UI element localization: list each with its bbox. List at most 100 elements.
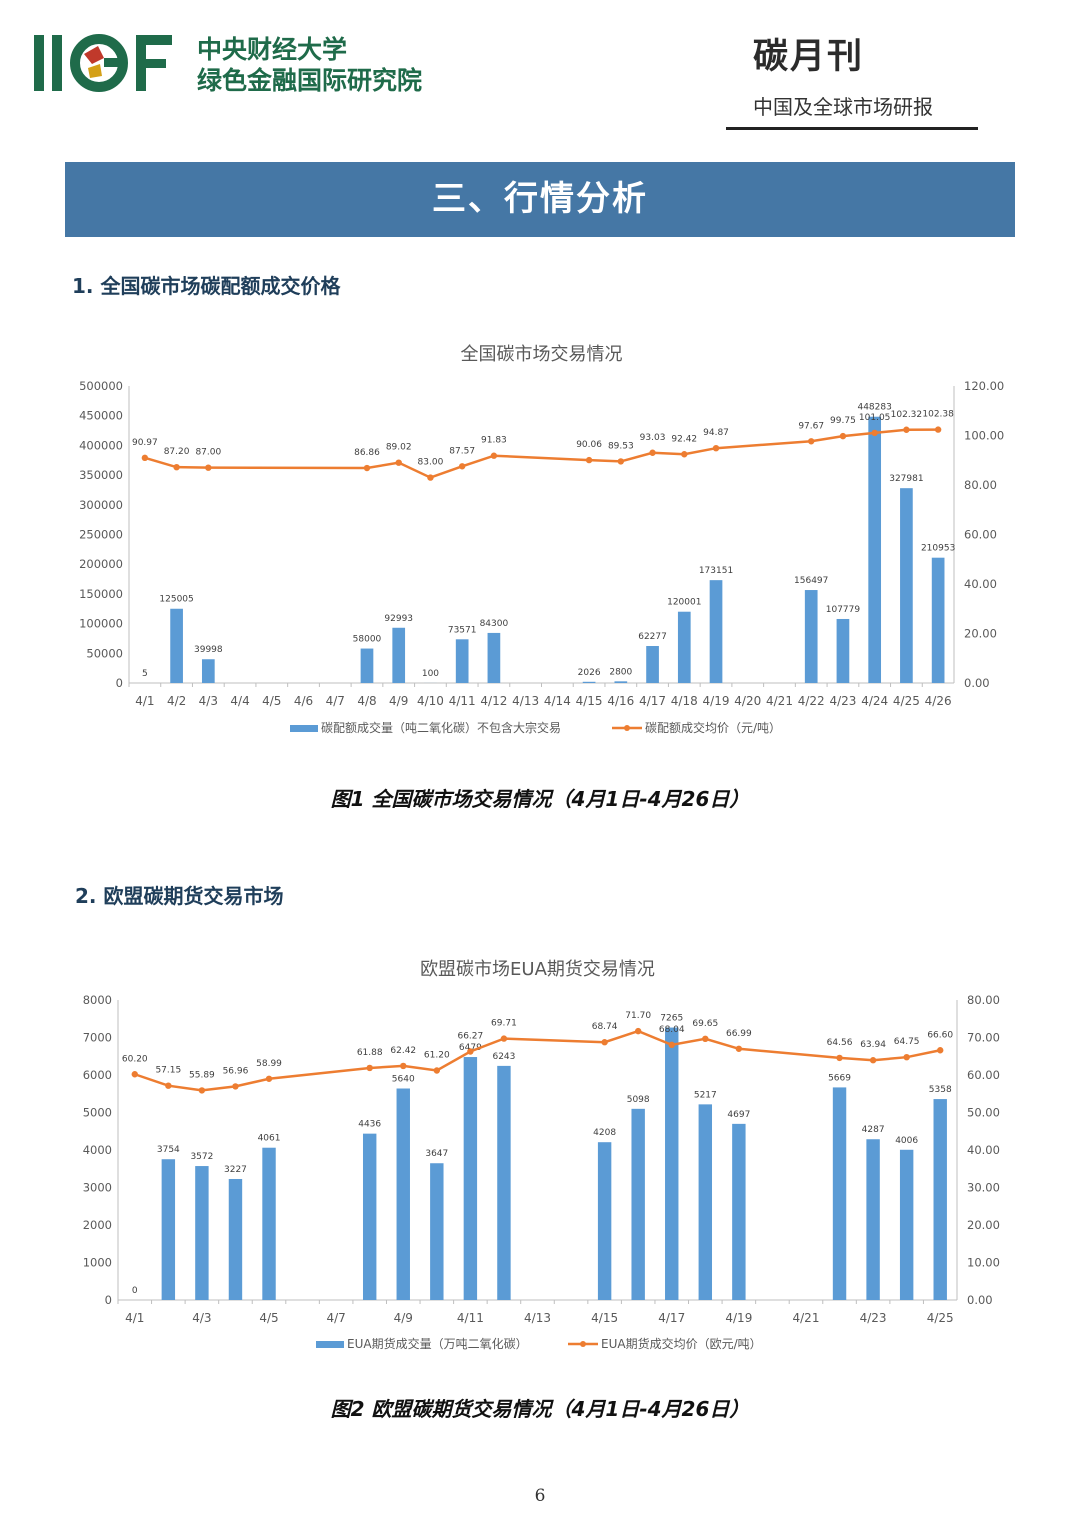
price-point bbox=[735, 1045, 743, 1052]
price-data-label: 102.38 bbox=[922, 410, 954, 420]
figure2-caption: 图2 欧盟碳期货交易情况（4月1日-4月26日） bbox=[330, 1397, 750, 1421]
volume-data-label: 156497 bbox=[794, 576, 828, 586]
section1-heading: 1. 全国碳市场碳配额成交价格 bbox=[72, 274, 341, 298]
price-point bbox=[712, 444, 720, 452]
x-tick-label: 4/11 bbox=[449, 694, 476, 708]
price-point bbox=[839, 432, 847, 440]
iigf-logo-mark bbox=[34, 34, 172, 92]
x-tick-label: 4/23 bbox=[860, 1311, 887, 1325]
y-tick-label: 2000 bbox=[83, 1218, 112, 1232]
volume-bar bbox=[677, 611, 691, 683]
x-tick-label: 4/15 bbox=[591, 1311, 618, 1325]
price-point bbox=[427, 474, 434, 481]
price-data-label: 90.06 bbox=[576, 440, 602, 450]
price-data-label: 102.32 bbox=[891, 410, 923, 420]
price-point bbox=[601, 1039, 608, 1046]
volume-data-label: 5640 bbox=[392, 1075, 415, 1085]
volume-bar bbox=[868, 416, 882, 683]
x-tick-label: 4/3 bbox=[199, 694, 218, 708]
volume-data-label: 107779 bbox=[826, 605, 861, 615]
price-data-label: 71.70 bbox=[625, 1011, 651, 1021]
legend-line-marker bbox=[580, 1341, 586, 1347]
x-tick-label: 4/25 bbox=[893, 694, 920, 708]
eu-eua-futures-chart: 欧盟碳市场EUA期货交易情况 0 1000 2000 3000 4000 5000 6000 7… bbox=[83, 959, 1000, 1351]
volume-data-label: 2026 bbox=[578, 668, 601, 678]
y2-tick-label: 70.00 bbox=[967, 1031, 1000, 1045]
volume-bar bbox=[360, 648, 374, 683]
price-data-label: 60.20 bbox=[122, 1054, 148, 1064]
price-point bbox=[836, 1054, 843, 1062]
volume-bar bbox=[597, 1142, 612, 1300]
x-tick-label: 4/16 bbox=[607, 694, 634, 708]
price-point bbox=[702, 1035, 709, 1043]
volume-data-label: 448283 bbox=[857, 403, 891, 413]
price-data-label: 58.99 bbox=[256, 1059, 282, 1069]
price-data-label: 61.20 bbox=[424, 1051, 450, 1061]
price-point bbox=[808, 438, 815, 445]
price-point bbox=[131, 1071, 138, 1078]
volume-bar bbox=[262, 1147, 276, 1300]
price-data-label: 99.75 bbox=[830, 416, 856, 426]
price-data-label: 64.75 bbox=[894, 1037, 920, 1047]
y-tick-label: 400000 bbox=[79, 438, 123, 452]
price-data-label: 87.00 bbox=[195, 448, 221, 458]
price-data-label: 62.42 bbox=[390, 1046, 416, 1056]
x-tick-label: 4/19 bbox=[725, 1311, 752, 1325]
y2-tick-label: 0.00 bbox=[967, 1293, 993, 1307]
volume-data-label: 4061 bbox=[258, 1134, 281, 1144]
y-tick-label: 1000 bbox=[83, 1256, 112, 1270]
y-tick-label: 50000 bbox=[86, 646, 123, 660]
volume-bar bbox=[732, 1123, 746, 1300]
volume-bar bbox=[161, 1159, 176, 1300]
volume-data-label: 6243 bbox=[492, 1052, 515, 1062]
volume-bar bbox=[430, 1163, 444, 1300]
chart-title: 欧盟碳市场EUA期货交易情况 bbox=[420, 959, 655, 980]
price-point bbox=[934, 426, 942, 433]
legend-bar-label: 碳配额成交量（吨二氧化碳）不包含大宗交易 bbox=[321, 720, 561, 735]
price-point bbox=[681, 451, 688, 458]
volume-data-label: 3572 bbox=[190, 1152, 213, 1162]
y2-tick-label: 10.00 bbox=[967, 1256, 1000, 1270]
y2-tick-label: 120.00 bbox=[964, 379, 1004, 393]
publication-title: 碳月刊 bbox=[753, 37, 865, 77]
volume-data-label: 210953 bbox=[921, 544, 955, 554]
x-tick-label: 4/2 bbox=[167, 694, 186, 708]
y2-tick-label: 40.00 bbox=[967, 1143, 1000, 1157]
legend-bar-swatch bbox=[290, 725, 318, 732]
x-tick-label: 4/9 bbox=[389, 694, 408, 708]
legend-bar-swatch bbox=[316, 1341, 344, 1348]
price-point bbox=[198, 1087, 206, 1094]
volume-bar bbox=[832, 1087, 847, 1300]
price-data-label: 90.97 bbox=[132, 438, 158, 448]
volume-data-label: 5217 bbox=[694, 1090, 717, 1100]
x-tick-label: 4/22 bbox=[798, 694, 825, 708]
price-point bbox=[433, 1067, 441, 1074]
y-tick-label: 100000 bbox=[79, 617, 123, 631]
x-tick-label: 4/26 bbox=[925, 694, 952, 708]
x-tick-label: 4/11 bbox=[457, 1311, 484, 1325]
organization-name: 中央财经大学 绿色金融国际研究院 bbox=[197, 34, 422, 96]
volume-data-label: 92993 bbox=[384, 614, 413, 624]
price-point bbox=[173, 463, 180, 471]
volume-data-label: 5 bbox=[142, 669, 148, 679]
volume-bar bbox=[804, 590, 818, 683]
y-tick-label: 8000 bbox=[83, 993, 112, 1007]
price-point bbox=[232, 1083, 239, 1090]
price-data-label: 66.60 bbox=[927, 1030, 953, 1040]
volume-data-label: 7265 bbox=[660, 1014, 683, 1024]
org-name-line1: 中央财经大学 bbox=[197, 35, 348, 64]
price-point bbox=[400, 1062, 407, 1070]
price-data-label: 66.99 bbox=[726, 1029, 752, 1039]
volume-data-label: 4697 bbox=[727, 1110, 750, 1120]
volume-data-label: 327981 bbox=[889, 474, 923, 484]
x-tick-label: 4/4 bbox=[230, 694, 249, 708]
price-point bbox=[141, 454, 149, 462]
volume-bar bbox=[698, 1104, 713, 1300]
volume-data-label: 58000 bbox=[353, 635, 382, 645]
price-data-label: 69.71 bbox=[491, 1019, 517, 1029]
y-tick-label: 150000 bbox=[79, 587, 123, 601]
legend-line-label: EUA期货成交均价（欧元/吨） bbox=[601, 1336, 762, 1351]
x-tick-label: 4/6 bbox=[294, 694, 313, 708]
volume-bar bbox=[933, 1099, 947, 1300]
volume-bar bbox=[646, 646, 659, 683]
